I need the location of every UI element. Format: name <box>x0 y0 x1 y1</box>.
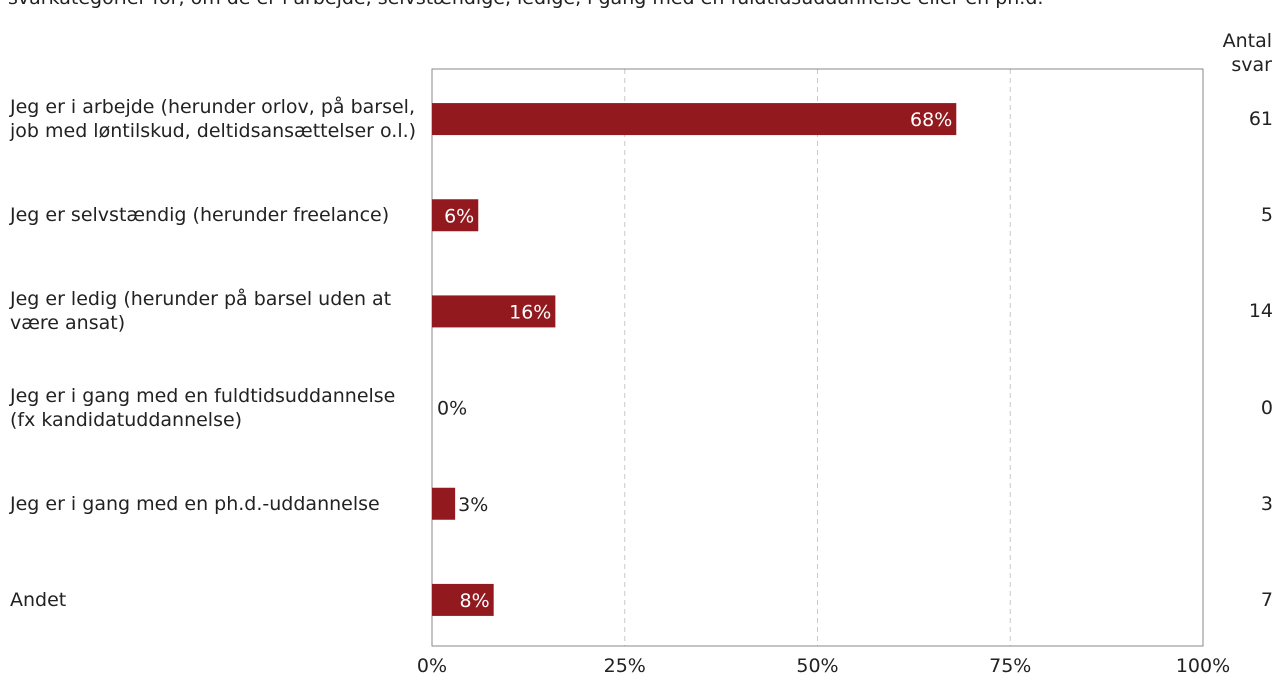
bar-value-label: 16% <box>509 301 551 323</box>
x-tick-label: 75% <box>989 655 1032 677</box>
category-label: Jeg er i gang med en fuldtidsuddannelse … <box>10 384 396 431</box>
count-column-header: Antal svar <box>1223 29 1272 77</box>
bar <box>432 487 456 520</box>
bar <box>432 295 556 328</box>
bar-value-label: 6% <box>444 205 474 227</box>
count-header-line: svar <box>1231 54 1272 76</box>
x-tick-label: 100% <box>1175 655 1231 677</box>
count-header-line: Antal <box>1222 30 1272 52</box>
bar-value-label: 8% <box>460 590 490 612</box>
category-label: Jeg er selvstændig (herunder freelance) <box>10 204 390 227</box>
bar <box>432 199 479 232</box>
bar <box>432 103 957 136</box>
plot-frame <box>431 68 1204 647</box>
response-count: 14 <box>1248 300 1273 323</box>
category-label: Jeg er ledig (herunder på barsel uden at… <box>10 288 392 335</box>
response-count: 61 <box>1248 108 1273 131</box>
category-label: Jeg er i gang med en ph.d.-uddannelse <box>10 492 380 515</box>
response-count: 5 <box>1260 204 1273 227</box>
bar <box>432 583 494 616</box>
response-count: 7 <box>1260 588 1273 611</box>
chart-subtitle: svarkategorier for, om de er i arbejde, … <box>8 0 1276 10</box>
x-tick-label: 25% <box>603 655 646 677</box>
bar-value-label: 0% <box>437 398 467 420</box>
category-label: Jeg er i arbejde (herunder orlov, på bar… <box>10 96 417 143</box>
x-tick-label: 50% <box>796 655 839 677</box>
response-count: 0 <box>1260 396 1273 419</box>
response-count: 3 <box>1260 492 1273 515</box>
category-label: Andet <box>10 588 67 611</box>
bar-value-label: 68% <box>910 109 952 131</box>
x-tick-label: 0% <box>416 655 448 677</box>
bar-value-label: 3% <box>458 494 488 516</box>
